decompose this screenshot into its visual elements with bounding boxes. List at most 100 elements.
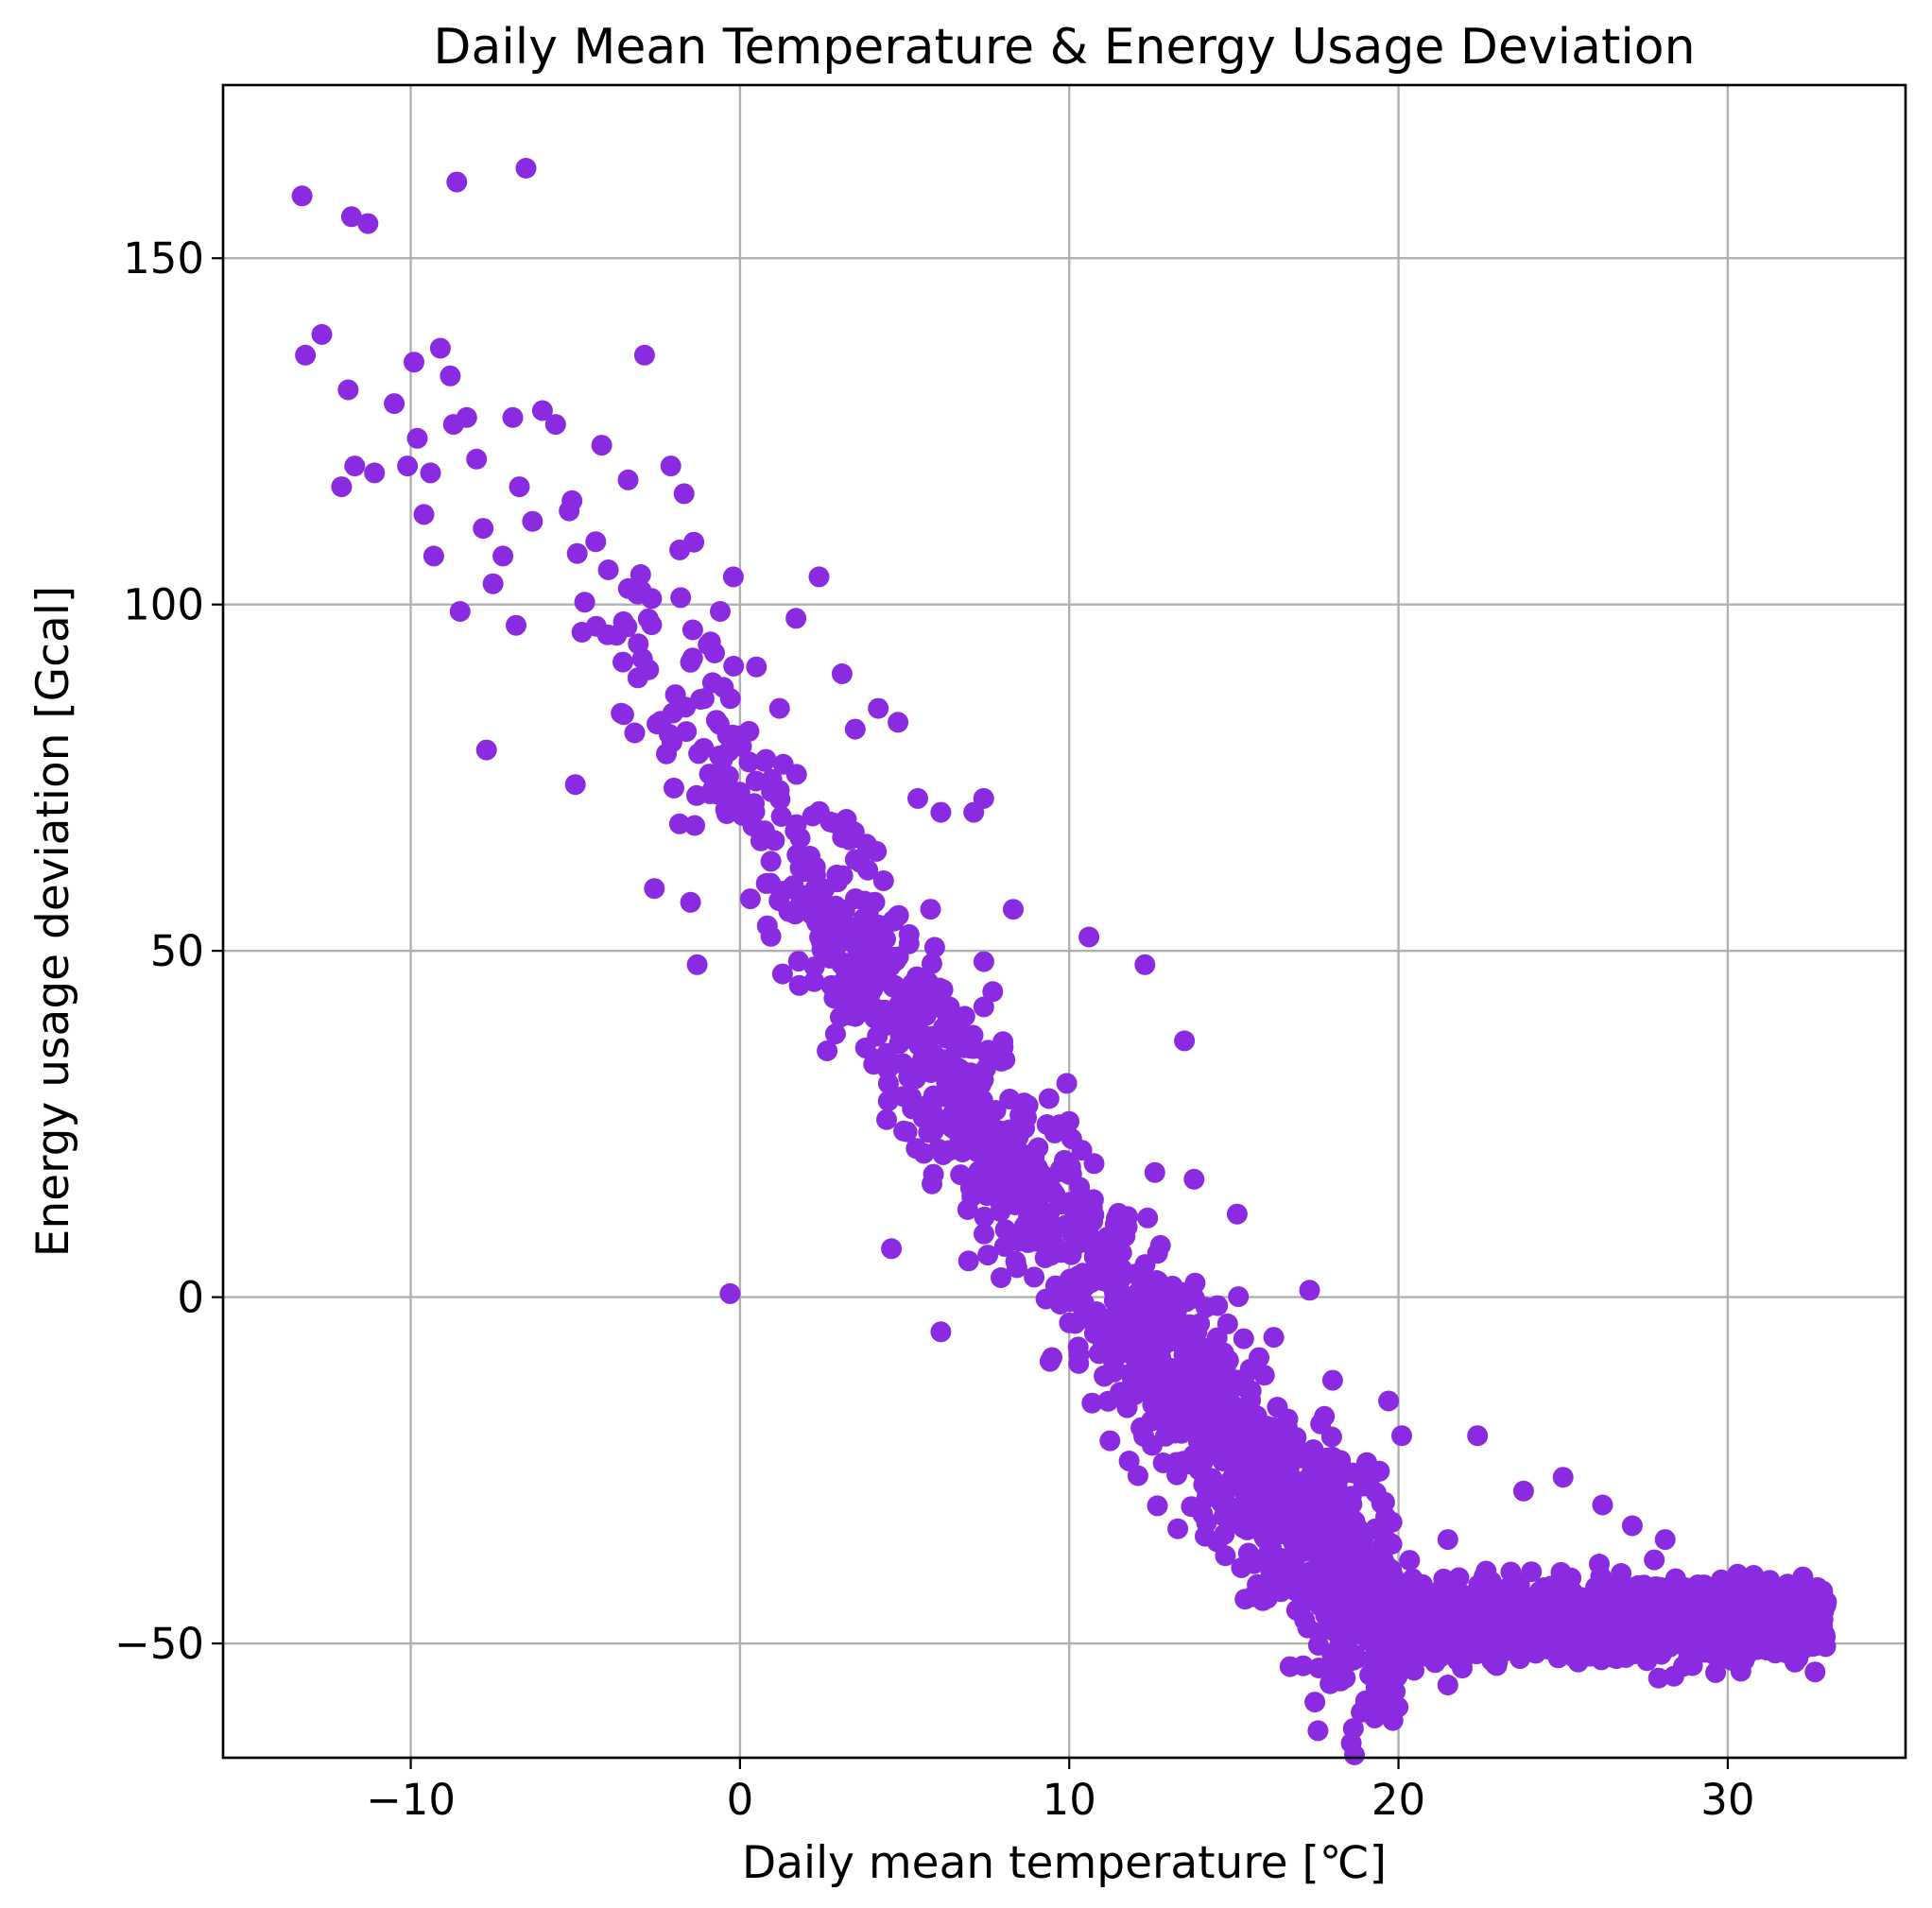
data-point: [1553, 1576, 1575, 1598]
data-point: [1382, 1710, 1404, 1731]
data-point: [814, 879, 835, 901]
data-point: [1765, 1642, 1786, 1664]
data-point: [311, 323, 333, 345]
data-point: [686, 784, 707, 806]
data-point: [1475, 1566, 1496, 1588]
data-point: [442, 414, 464, 436]
data-point: [887, 906, 908, 928]
data-point: [630, 580, 652, 601]
data-point: [544, 414, 566, 436]
data-point: [1705, 1661, 1727, 1683]
data-point: [506, 614, 526, 636]
data-point: [644, 878, 665, 900]
y-tick-label: −50: [114, 1619, 204, 1669]
data-point: [1118, 1290, 1139, 1312]
data-point: [1253, 1365, 1275, 1386]
data-point: [922, 1173, 942, 1195]
data-point: [1345, 1622, 1367, 1643]
data-point: [930, 993, 951, 1015]
data-point: [843, 954, 865, 975]
data-point: [1116, 1216, 1138, 1238]
data-point: [1188, 1431, 1209, 1452]
data-point: [1263, 1327, 1285, 1349]
data-point: [1766, 1626, 1787, 1648]
data-point: [1014, 1164, 1036, 1186]
data-point: [1056, 1073, 1078, 1094]
data-point: [856, 941, 878, 963]
data-point: [1412, 1584, 1434, 1606]
data-point: [404, 352, 424, 373]
data-point: [1695, 1584, 1716, 1606]
data-point: [1319, 1518, 1340, 1539]
data-point: [1329, 1467, 1351, 1488]
data-point: [1235, 1378, 1257, 1400]
data-point: [509, 476, 530, 498]
data-point: [844, 718, 866, 740]
data-point: [1137, 1322, 1159, 1344]
data-point: [1243, 1553, 1265, 1574]
data-point: [1167, 1518, 1189, 1539]
data-point: [785, 764, 807, 785]
data-point: [676, 721, 698, 743]
data-point: [1078, 926, 1100, 948]
data-point: [574, 592, 595, 613]
data-point: [1215, 1545, 1236, 1567]
data-point: [1620, 1590, 1642, 1611]
data-point: [446, 171, 468, 193]
data-point: [406, 427, 428, 449]
y-tick-label: 50: [150, 926, 204, 976]
data-point: [1013, 1092, 1035, 1114]
data-point: [705, 710, 727, 731]
data-point: [1010, 1180, 1032, 1202]
data-point: [630, 564, 651, 585]
data-point: [1531, 1637, 1553, 1659]
data-point: [888, 712, 909, 733]
data-point: [1099, 1430, 1121, 1452]
data-point: [973, 787, 994, 809]
data-point: [1277, 1408, 1299, 1430]
data-point: [808, 566, 830, 588]
data-point: [1245, 1438, 1267, 1460]
data-point: [1308, 1622, 1330, 1643]
grid-lines: [223, 85, 1906, 1758]
data-point: [1512, 1480, 1534, 1502]
data-point: [344, 456, 366, 477]
data-point: [1399, 1550, 1421, 1572]
data-point: [1736, 1607, 1758, 1629]
data-point: [930, 801, 952, 823]
data-point: [681, 619, 703, 641]
data-point: [1044, 1183, 1066, 1205]
data-point: [1148, 1365, 1170, 1386]
data-point: [1149, 1234, 1171, 1256]
data-point: [1166, 1464, 1188, 1486]
data-point: [585, 531, 607, 553]
data-point: [1310, 1499, 1332, 1520]
data-point: [984, 1100, 1005, 1122]
data-point: [295, 344, 317, 366]
data-point: [1298, 1518, 1320, 1539]
data-point: [832, 827, 854, 849]
data-point: [921, 953, 942, 974]
data-point: [384, 393, 405, 415]
data-point: [1035, 1288, 1057, 1310]
data-point: [899, 1065, 921, 1087]
data-point: [977, 1245, 999, 1266]
data-point: [531, 400, 553, 421]
data-point: [660, 456, 681, 477]
data-point: [475, 739, 497, 761]
data-point: [1299, 1280, 1320, 1301]
data-point: [1816, 1591, 1837, 1613]
data-point: [1312, 1594, 1334, 1616]
data-point: [1226, 1203, 1248, 1225]
data-point: [1647, 1667, 1669, 1689]
data-point: [624, 722, 646, 744]
data-point: [1654, 1529, 1676, 1551]
data-point: [515, 158, 537, 179]
data-point: [868, 918, 889, 939]
data-point: [1094, 1365, 1115, 1386]
data-point: [875, 1011, 897, 1033]
data-point: [729, 782, 750, 803]
data-point: [1006, 1257, 1027, 1279]
data-point: [738, 751, 760, 773]
y-axis-label: Energy usage deviation [Gcal]: [27, 586, 79, 1257]
